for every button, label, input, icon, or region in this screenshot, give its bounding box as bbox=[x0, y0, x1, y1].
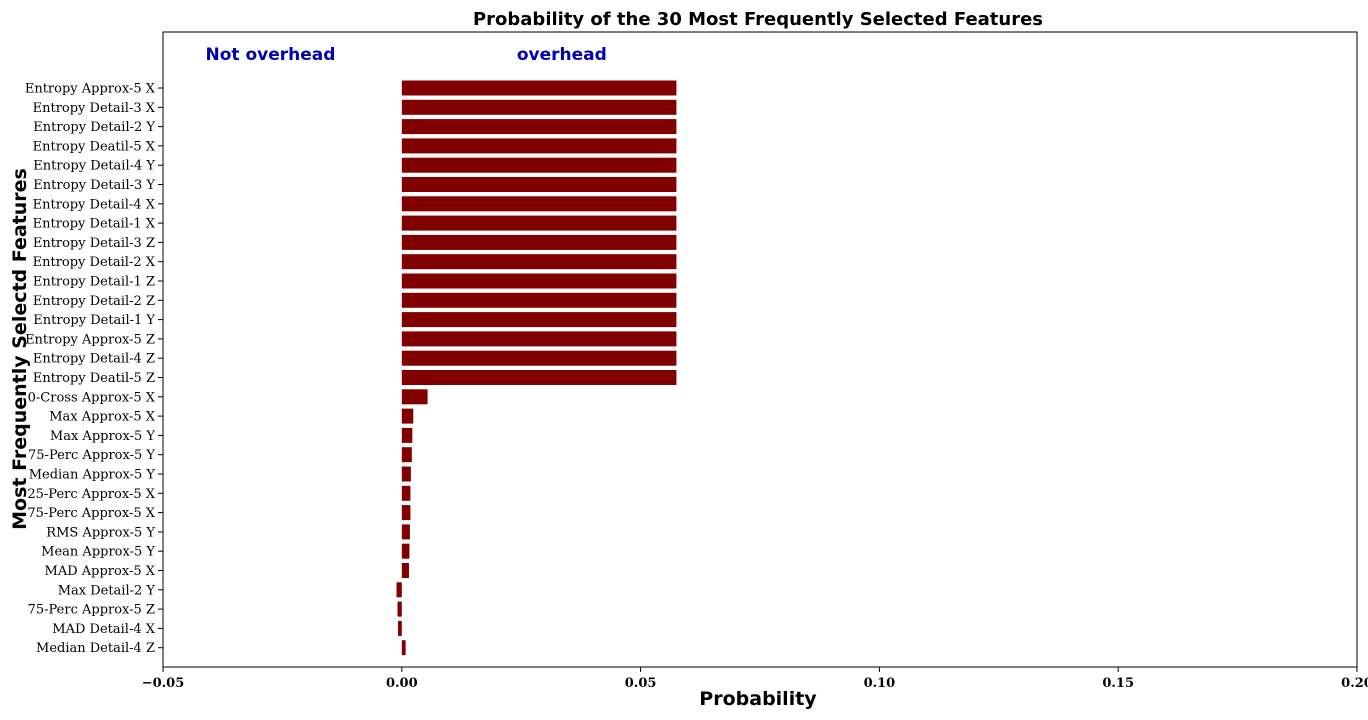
bar bbox=[401, 427, 413, 443]
bar bbox=[401, 389, 428, 405]
bar bbox=[401, 524, 410, 540]
x-axis-label: Probability bbox=[699, 688, 817, 710]
x-tick-label: 0.00 bbox=[386, 676, 418, 691]
y-tick-label: Entropy Deatil-5 Z bbox=[33, 371, 155, 386]
axes-frame bbox=[162, 31, 1358, 668]
bar bbox=[396, 582, 402, 598]
bar bbox=[401, 447, 412, 463]
y-tick-label: Entropy Detail-3 Y bbox=[33, 178, 155, 193]
y-tick-label: MAD Detail-4 X bbox=[52, 622, 155, 637]
x-tick-label: −0.05 bbox=[142, 676, 185, 691]
bar bbox=[401, 408, 414, 424]
bar bbox=[401, 640, 406, 656]
bar bbox=[401, 543, 410, 559]
y-axis-label: Most Frequently Selectd Features bbox=[9, 168, 31, 530]
bar bbox=[401, 563, 409, 578]
y-tick-label: Max Approx-5 X bbox=[49, 410, 155, 425]
annotation-label: Not overhead bbox=[206, 45, 336, 65]
bar bbox=[401, 485, 411, 501]
bar bbox=[401, 157, 677, 173]
bar bbox=[401, 350, 677, 366]
y-tick-label: RMS Approx-5 Y bbox=[46, 525, 155, 540]
y-tick-label: Entropy Detail-1 Y bbox=[33, 313, 155, 328]
bar bbox=[397, 620, 402, 636]
bar bbox=[401, 234, 677, 250]
y-tick-label: Entropy Detail-4 X bbox=[33, 197, 156, 212]
bar bbox=[401, 138, 677, 154]
x-tick-label: 0.15 bbox=[1102, 676, 1134, 691]
y-tick-label: Mean Approx-5 Y bbox=[41, 545, 155, 560]
y-tick-label: Entropy Approx-5 Z bbox=[25, 332, 155, 347]
bar bbox=[401, 196, 677, 212]
y-tick-label: Entropy Detail-1 X bbox=[33, 217, 156, 232]
x-tick-label: 0.05 bbox=[625, 676, 657, 691]
bar bbox=[401, 254, 677, 270]
y-tick-label: Entropy Detail-4 Y bbox=[33, 159, 155, 174]
y-tick-label: 0-Cross Approx-5 X bbox=[28, 390, 156, 405]
bar bbox=[401, 177, 677, 192]
y-tick-label: Entropy Deatil-5 X bbox=[33, 139, 156, 154]
bar bbox=[401, 370, 677, 385]
plot-area: Entropy Approx-5 X Entropy Detail-3 X Entr… bbox=[25, 31, 1368, 691]
x-tick-label: 0.10 bbox=[864, 676, 896, 691]
x-tick-label: 0.20 bbox=[1341, 676, 1368, 691]
y-tick-label: Entropy Detail-3 Z bbox=[33, 236, 155, 251]
y-tick-label: Entropy Approx-5 X bbox=[25, 82, 156, 97]
bar bbox=[401, 119, 677, 135]
y-tick-label: 75-Perc Approx-5 Z bbox=[28, 603, 155, 618]
bar bbox=[401, 505, 411, 521]
y-tick-label: 25-Perc Approx-5 X bbox=[27, 487, 155, 502]
y-tick-label: Entropy Detail-1 Z bbox=[33, 275, 155, 290]
chart-title: Probability of the 30 Most Frequently Se… bbox=[473, 9, 1043, 30]
bar bbox=[401, 312, 677, 328]
bar bbox=[401, 466, 411, 482]
bar bbox=[401, 331, 677, 347]
y-tick-label: Max Detail-2 Y bbox=[58, 583, 156, 598]
y-tick-label: Entropy Detail-4 Z bbox=[33, 352, 155, 367]
y-tick-label: Max Approx-5 Y bbox=[50, 429, 155, 444]
bar bbox=[401, 215, 677, 231]
bar bbox=[401, 80, 677, 96]
bar bbox=[401, 99, 677, 115]
y-tick-label: Median Detail-4 Z bbox=[36, 641, 155, 656]
bar bbox=[397, 601, 402, 617]
y-tick-label: Median Approx-5 Y bbox=[29, 468, 156, 483]
bar bbox=[401, 273, 677, 289]
y-tick-label: MAD Approx-5 X bbox=[45, 564, 156, 579]
y-tick-label: Entropy Detail-2 Y bbox=[33, 120, 155, 135]
y-tick-label: Entropy Detail-2 Z bbox=[33, 294, 155, 309]
bar bbox=[401, 292, 677, 308]
y-tick-label: Entropy Detail-3 X bbox=[33, 101, 156, 116]
y-tick-label: 75-Perc Approx-5 Y bbox=[28, 448, 155, 463]
annotation-label: overhead bbox=[517, 45, 607, 65]
y-tick-label: Entropy Detail-2 X bbox=[33, 255, 156, 270]
y-tick-label: 75-Perc Approx-5 X bbox=[27, 506, 155, 521]
